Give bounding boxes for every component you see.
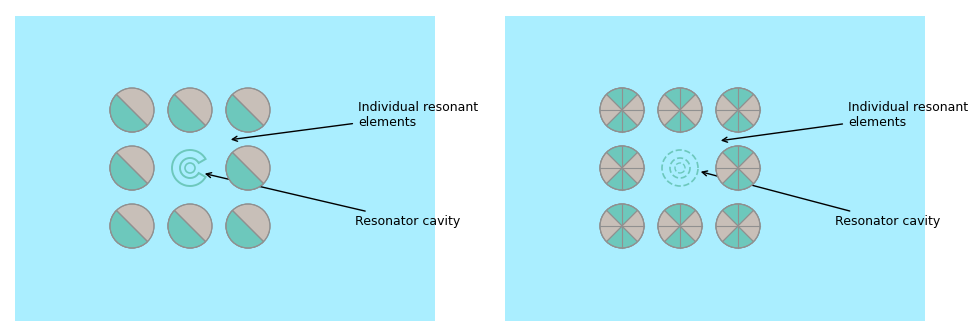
Wedge shape xyxy=(658,210,680,241)
Circle shape xyxy=(600,88,644,132)
Wedge shape xyxy=(110,210,147,248)
Wedge shape xyxy=(607,88,638,110)
Circle shape xyxy=(226,146,270,190)
Wedge shape xyxy=(607,146,638,168)
Wedge shape xyxy=(622,153,644,183)
Wedge shape xyxy=(600,95,622,126)
Wedge shape xyxy=(168,210,205,248)
Wedge shape xyxy=(600,210,622,241)
Circle shape xyxy=(716,204,760,248)
Text: Resonator cavity: Resonator cavity xyxy=(206,173,460,227)
Wedge shape xyxy=(226,153,264,190)
Wedge shape xyxy=(716,210,738,241)
Wedge shape xyxy=(665,204,696,226)
Wedge shape xyxy=(226,210,264,248)
Circle shape xyxy=(658,204,702,248)
Wedge shape xyxy=(622,210,644,241)
Wedge shape xyxy=(110,95,147,132)
Wedge shape xyxy=(226,95,264,132)
Wedge shape xyxy=(716,95,738,126)
Circle shape xyxy=(168,88,212,132)
Circle shape xyxy=(226,88,270,132)
Wedge shape xyxy=(738,95,760,126)
Wedge shape xyxy=(607,226,638,248)
Circle shape xyxy=(110,204,154,248)
Text: Individual resonant
elements: Individual resonant elements xyxy=(233,101,478,141)
Circle shape xyxy=(226,204,270,248)
Text: Resonator cavity: Resonator cavity xyxy=(703,171,940,227)
Circle shape xyxy=(600,146,644,190)
Wedge shape xyxy=(622,95,644,126)
Wedge shape xyxy=(607,110,638,132)
Wedge shape xyxy=(607,204,638,226)
Wedge shape xyxy=(723,110,754,132)
Wedge shape xyxy=(168,95,205,132)
Wedge shape xyxy=(110,153,147,190)
Circle shape xyxy=(716,146,760,190)
Bar xyxy=(15,16,435,321)
Text: Individual resonant
elements: Individual resonant elements xyxy=(722,101,968,142)
Circle shape xyxy=(716,88,760,132)
Wedge shape xyxy=(738,153,760,183)
Wedge shape xyxy=(607,168,638,190)
Wedge shape xyxy=(665,110,696,132)
Wedge shape xyxy=(680,95,702,126)
Wedge shape xyxy=(723,88,754,110)
Circle shape xyxy=(110,146,154,190)
Circle shape xyxy=(600,204,644,248)
Wedge shape xyxy=(723,204,754,226)
Wedge shape xyxy=(723,226,754,248)
Wedge shape xyxy=(658,95,680,126)
Circle shape xyxy=(658,88,702,132)
Wedge shape xyxy=(680,210,702,241)
Bar xyxy=(505,16,925,321)
Wedge shape xyxy=(665,226,696,248)
Circle shape xyxy=(110,88,154,132)
Wedge shape xyxy=(600,153,622,183)
Circle shape xyxy=(168,204,212,248)
Wedge shape xyxy=(716,153,738,183)
Wedge shape xyxy=(723,168,754,190)
Wedge shape xyxy=(738,210,760,241)
Wedge shape xyxy=(665,88,696,110)
Wedge shape xyxy=(723,146,754,168)
